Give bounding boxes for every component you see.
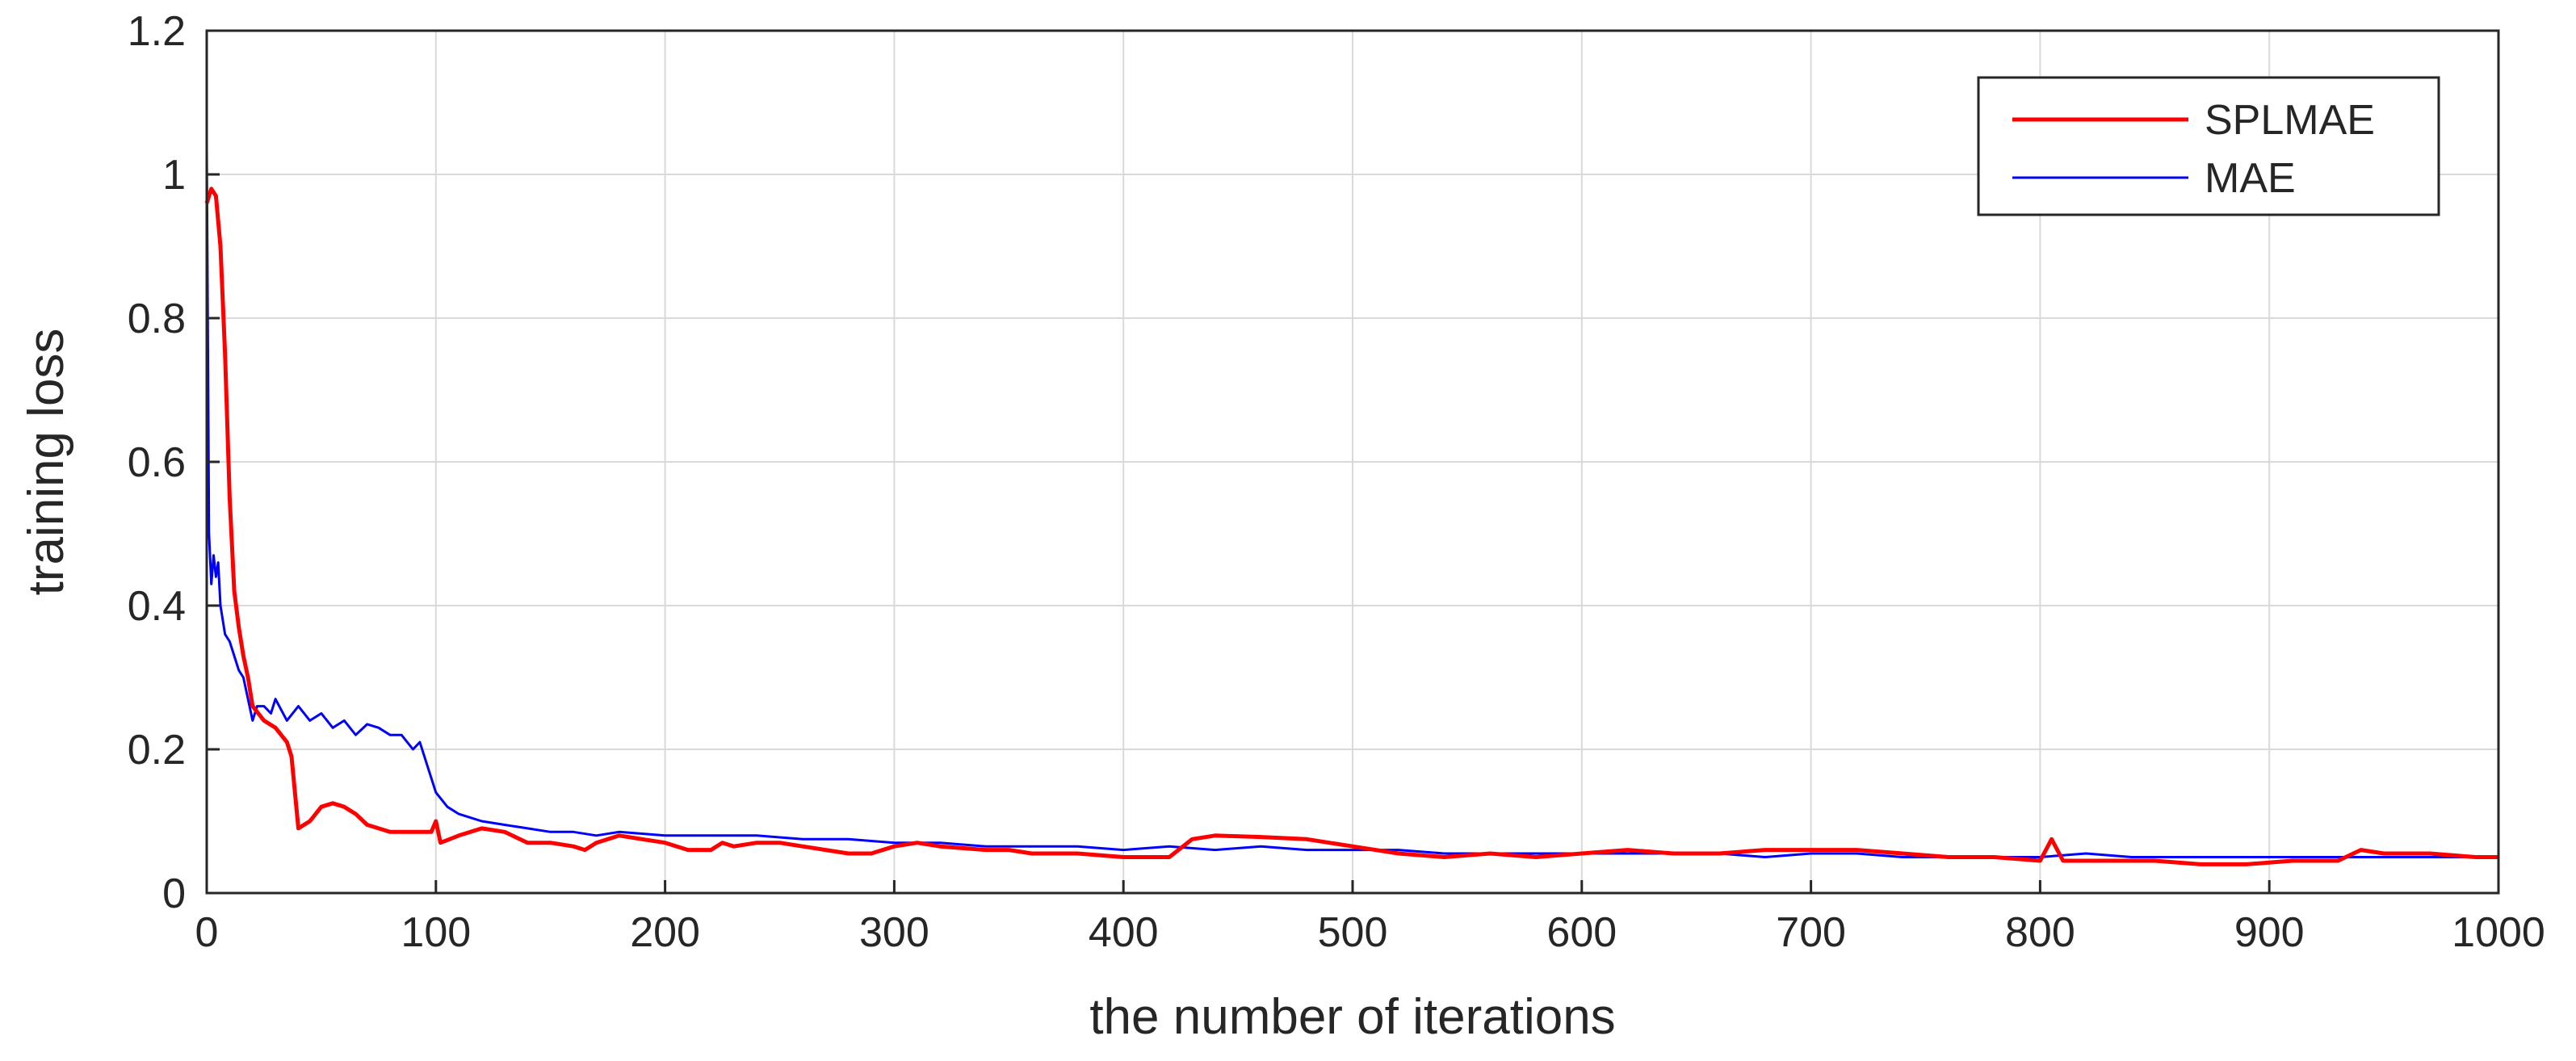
y-tick-label: 0.4 (128, 583, 186, 630)
y-tick-label: 0.6 (128, 439, 186, 486)
legend-label-mae: MAE (2205, 155, 2296, 202)
x-tick-label: 600 (1546, 909, 1617, 956)
x-tick-label: 400 (1089, 909, 1159, 956)
y-ticks: 0 0.2 0.4 0.6 0.8 1 1.2 (128, 8, 220, 917)
legend: SPLMAE MAE (1977, 76, 2440, 216)
legend-box (1977, 76, 2440, 216)
x-tick-label: 300 (859, 909, 929, 956)
legend-label-splmae: SPLMAE (2205, 97, 2375, 144)
y-tick-label: 1.2 (128, 8, 186, 55)
x-tick-label: 100 (401, 909, 471, 956)
y-axis-label: training loss (19, 329, 74, 596)
y-tick-label: 0.8 (128, 296, 186, 342)
y-tick-label: 1 (162, 152, 186, 199)
series-layer (204, 145, 2498, 866)
x-ticks: 0 100 200 300 400 500 600 700 800 900 1000 (195, 880, 2545, 956)
x-tick-label: 200 (630, 909, 700, 956)
y-tick-label: 0 (162, 870, 186, 917)
x-axis-label: the number of iterations (1089, 989, 1615, 1045)
x-tick-label: 0 (195, 909, 219, 956)
x-tick-label: 800 (2005, 909, 2075, 956)
y-tick-label: 0.2 (128, 727, 186, 774)
x-tick-label: 700 (1776, 909, 1846, 956)
x-tick-label: 1000 (2452, 909, 2545, 956)
x-tick-label: 500 (1318, 909, 1388, 956)
x-tick-label: 900 (2234, 909, 2305, 956)
series-line-splmae (204, 187, 2498, 866)
